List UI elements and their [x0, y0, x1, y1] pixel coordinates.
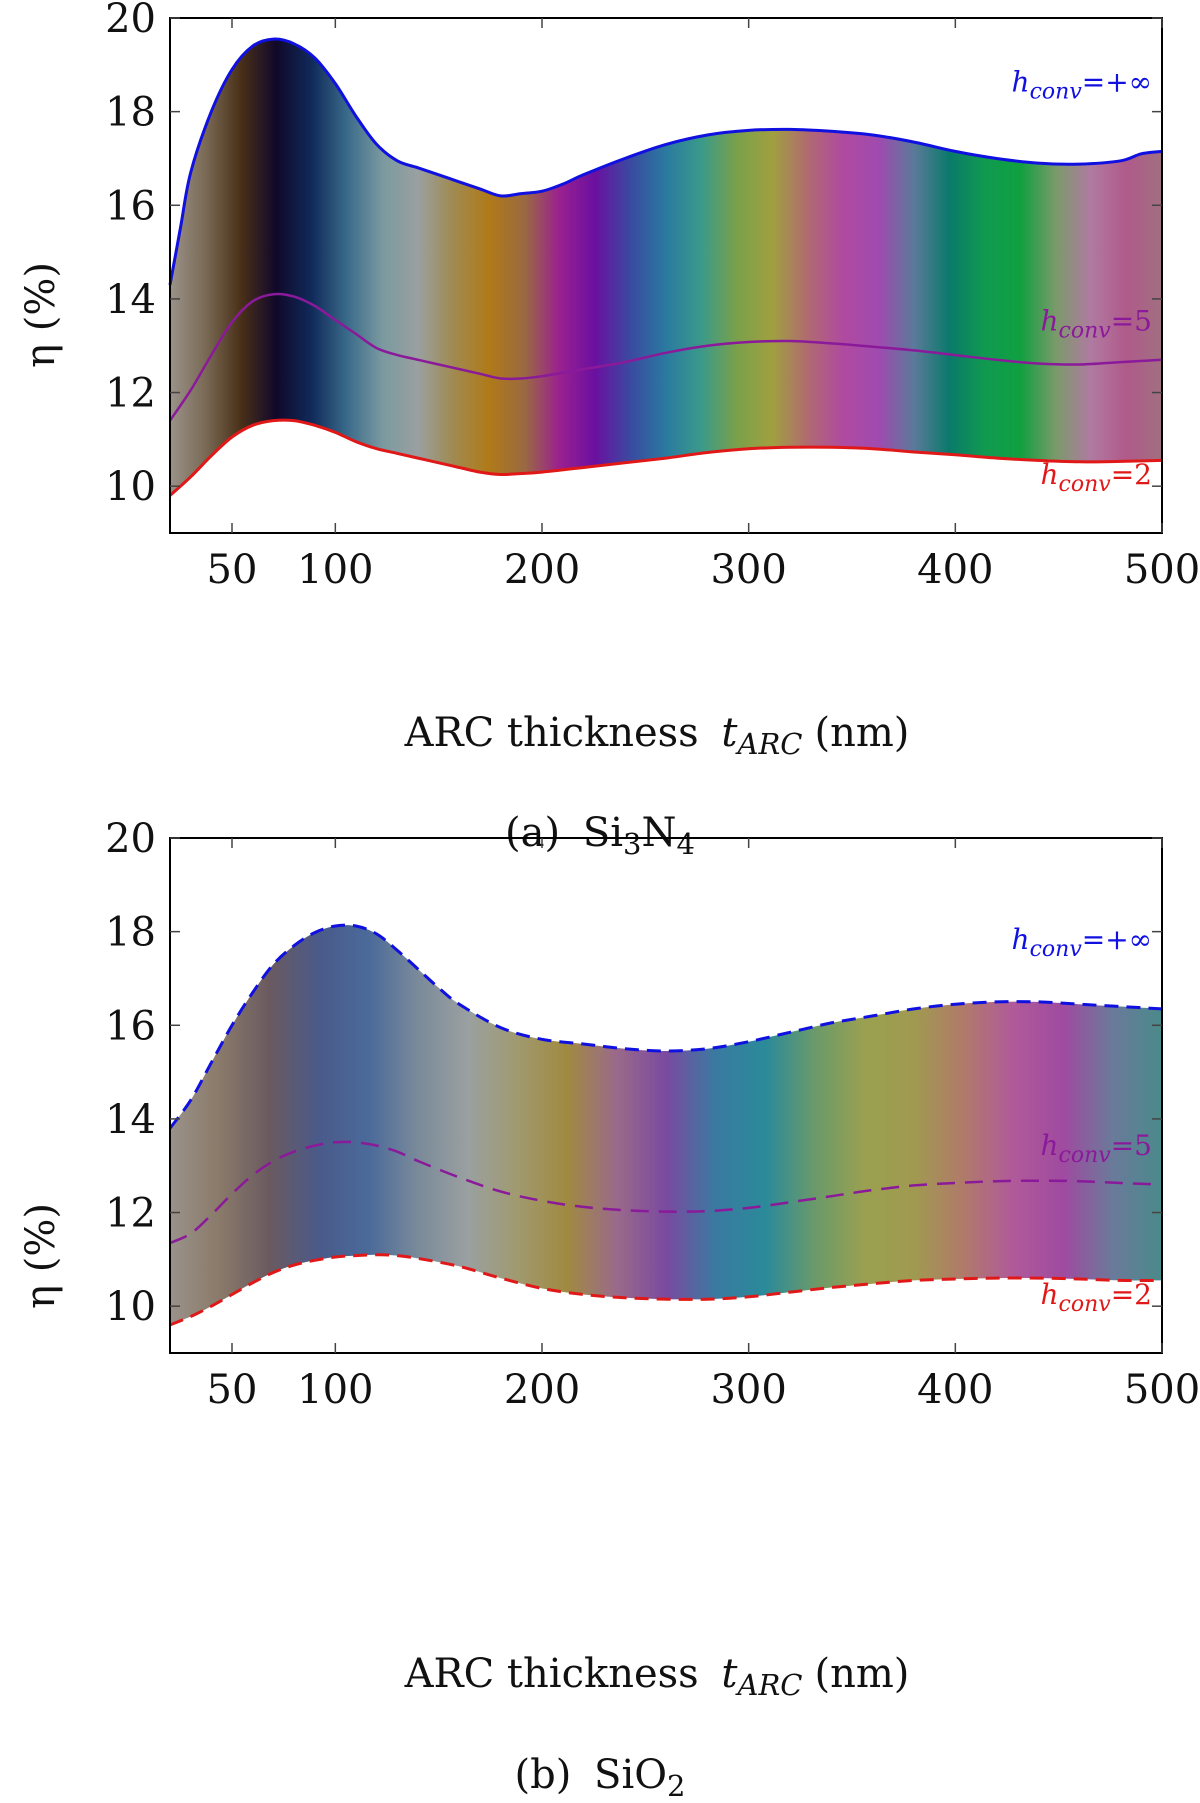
- panel-b: hconv=+∞ hconv=5 hconv=2 10 12 14 16 18 20 50 10…: [18, 816, 1200, 1803]
- y-axis: 10 12 14 16 18 20: [105, 0, 1162, 510]
- efficiency-band: [170, 39, 1162, 496]
- x-tick-label: 300: [710, 1367, 786, 1413]
- x-tick-label: 50: [207, 547, 258, 593]
- x-axis-label: ARC thickness tARC (nm): [404, 1651, 910, 1702]
- series-line-1: [168, 292, 1163, 422]
- y-tick-label: 18: [105, 90, 156, 136]
- series-line-0: [168, 923, 1163, 1130]
- x-tick-label: 200: [504, 1367, 580, 1413]
- plot-area: hconv=+∞ hconv=5 hconv=2: [168, 837, 1163, 1354]
- curve-label-2: hconv=2: [1041, 458, 1153, 497]
- x-tick-label: 400: [917, 547, 993, 593]
- y-tick-label: 14: [105, 277, 156, 323]
- efficiency-band: [170, 925, 1162, 1325]
- x-tick-label: 300: [710, 547, 786, 593]
- series-line-2: [168, 418, 1163, 497]
- panel-a: hconv=+∞ hconv=5 hconv=2 10 12 14 16 18 20 50 10…: [18, 0, 1200, 861]
- x-axis-label: ARC thickness tARC (nm): [404, 710, 910, 761]
- y-axis-label: η (%): [18, 1203, 64, 1309]
- y-tick-label: 10: [105, 1284, 156, 1330]
- x-tick-label: 100: [297, 1367, 373, 1413]
- y-tick-label: 14: [105, 1097, 156, 1143]
- series-line-0: [168, 37, 1163, 286]
- y-axis-label: η (%): [18, 262, 64, 368]
- curve-label-0: hconv=+∞: [1012, 66, 1152, 105]
- x-tick-label: 400: [917, 1367, 993, 1413]
- plot-area: hconv=+∞ hconv=5 hconv=2: [168, 17, 1163, 534]
- x-tick-label: 200: [504, 547, 580, 593]
- curve-label-2: hconv=2: [1041, 1278, 1153, 1317]
- x-tick-label: 50: [207, 1367, 258, 1413]
- caption-a: (a) Si3N4: [505, 810, 695, 861]
- y-tick-label: 20: [105, 0, 156, 42]
- y-tick-label: 16: [105, 183, 156, 229]
- curve-label-1: hconv=5: [1041, 304, 1153, 343]
- curve-label-0: hconv=+∞: [1012, 923, 1152, 962]
- y-tick-label: 18: [105, 910, 156, 956]
- x-tick-label: 500: [1124, 547, 1200, 593]
- y-tick-label: 16: [105, 1003, 156, 1049]
- x-tick-label: 500: [1124, 1367, 1200, 1413]
- plot-frame: [169, 837, 1163, 1354]
- y-tick-label: 12: [105, 371, 156, 417]
- plot-frame: [169, 17, 1163, 534]
- y-axis: 10 12 14 16 18 20: [105, 816, 1162, 1330]
- x-axis: 50 100 200 300 400 500: [207, 838, 1200, 1413]
- x-tick-label: 100: [297, 547, 373, 593]
- y-tick-label: 10: [105, 464, 156, 510]
- curve-label-1: hconv=5: [1041, 1129, 1153, 1168]
- series-line-2: [169, 1253, 1163, 1327]
- x-axis: 50 100 200 300 400 500: [207, 18, 1200, 593]
- y-tick-label: 20: [105, 816, 156, 862]
- caption-b: (b) SiO2: [515, 1752, 686, 1803]
- y-tick-label: 12: [105, 1191, 156, 1237]
